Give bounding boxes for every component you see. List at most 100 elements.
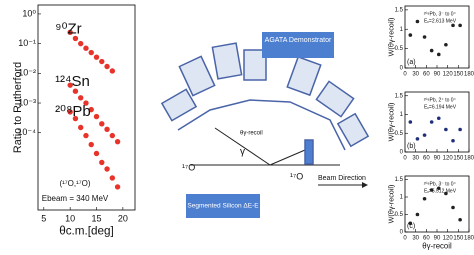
x-tick-label: 60 — [423, 236, 430, 242]
y-tick-label: 1 — [400, 27, 404, 33]
y-tick-label: 0 — [400, 230, 404, 236]
diagram-label: γ — [240, 147, 245, 158]
data-point — [67, 29, 73, 36]
data-point — [114, 138, 121, 145]
data-point — [429, 188, 434, 192]
y-tick-label: 1.5 — [395, 177, 404, 183]
diagram-label: Beam Direction — [318, 175, 366, 182]
x-axis-label: θc.m.[deg] — [59, 225, 114, 238]
data-point — [83, 100, 89, 106]
diagram-label: θγ-recoil — [240, 131, 263, 137]
x-tick-label: 120 — [443, 72, 454, 78]
data-point — [104, 126, 110, 133]
detector — [286, 55, 322, 97]
y-tick-label: 0 — [400, 66, 404, 72]
data-point — [429, 48, 434, 53]
data-point — [458, 217, 462, 222]
annotation: Eₓ=2.613 MeV — [424, 18, 457, 24]
silicon-detector — [304, 139, 314, 165]
data-point — [78, 95, 84, 101]
y-tick-label: 0.5 — [395, 212, 404, 218]
data-point — [415, 212, 420, 217]
data-point — [72, 88, 79, 94]
data-point — [109, 132, 116, 139]
data-point — [83, 132, 89, 139]
x-axis-label: θγ-recoil — [422, 241, 452, 250]
data-point — [408, 221, 413, 226]
x-tick-label: 180 — [464, 72, 474, 78]
x-tick-label: 0 — [403, 72, 407, 78]
x-tick-label: 20 — [118, 213, 128, 223]
diagram-label: ¹⁷O — [290, 171, 303, 181]
detector — [178, 55, 216, 97]
data-point — [415, 19, 420, 24]
diagram-label: AGATA Demonstrator — [265, 37, 332, 44]
series-label: ²⁰⁸Pb — [55, 103, 91, 120]
y-axis-label: W(θγ-recoil) — [387, 18, 396, 57]
data-point — [93, 113, 100, 120]
data-point — [114, 184, 121, 190]
y-tick-label: 10⁻³ — [18, 97, 36, 107]
x-tick-label: 120 — [443, 156, 454, 162]
frame — [177, 99, 346, 151]
x-tick-label: 60 — [423, 156, 430, 162]
annotation: ²⁰⁸Pb, 3⁻ to 0⁺ — [424, 11, 457, 17]
data-point — [429, 120, 434, 124]
data-point — [436, 186, 441, 191]
data-point — [436, 52, 441, 57]
annotation: Eₓ=6.194 MeV — [424, 104, 457, 110]
y-tick-label: 10⁰ — [22, 8, 36, 18]
gamma-ray — [214, 127, 271, 166]
data-point — [104, 63, 110, 70]
y-tick-label: 10⁻⁴ — [17, 127, 36, 137]
beam-arrow-head — [362, 182, 368, 188]
y-axis-label: W(θγ-recoil) — [387, 185, 396, 224]
x-tick-label: 180 — [464, 236, 474, 242]
y-tick-label: 10⁻¹ — [18, 38, 36, 48]
panel-label: (a) — [407, 59, 416, 66]
data-point — [408, 33, 413, 37]
data-point — [458, 23, 462, 28]
data-point — [444, 127, 448, 132]
data-point — [72, 35, 79, 42]
data-point — [109, 175, 116, 181]
y-tick-label: 1 — [400, 195, 404, 201]
data-point — [458, 127, 462, 132]
label-box — [262, 32, 334, 58]
y-axis-label: Ratio to Rutherford — [12, 62, 24, 153]
data-point — [88, 141, 94, 148]
detector — [315, 80, 355, 118]
x-tick-label: 150 — [453, 156, 464, 162]
x-tick-label: 0 — [403, 156, 407, 162]
x-tick-label: 15 — [92, 213, 102, 223]
x-tick-label: 150 — [453, 236, 464, 242]
x-tick-label: 0 — [403, 236, 407, 242]
y-tick-label: 1.5 — [395, 93, 404, 99]
data-point — [67, 109, 73, 115]
detector — [211, 42, 243, 80]
data-point — [72, 115, 79, 122]
annotation: Ebeam = 340 MeV — [42, 194, 109, 203]
series-label: ⁹⁰Zr — [55, 20, 82, 37]
x-tick-label: 90 — [434, 72, 441, 78]
data-point — [444, 42, 448, 47]
data-point — [104, 166, 110, 172]
data-point — [451, 23, 455, 28]
detector — [336, 112, 370, 148]
label-box — [186, 194, 260, 218]
x-tick-label: 180 — [464, 156, 474, 162]
y-tick-label: 0.5 — [395, 46, 404, 52]
diagram-label: Segmented Silicon ΔE-E — [187, 203, 259, 210]
data-point — [78, 40, 84, 47]
data-point — [99, 121, 105, 127]
diagram-label: ¹⁷O — [182, 162, 195, 172]
data-point — [93, 54, 100, 60]
x-tick-label: 30 — [412, 72, 419, 78]
annotation: (¹⁷O,¹⁷O) — [59, 179, 90, 188]
data-point — [83, 45, 89, 51]
data-point — [422, 133, 427, 137]
data-point — [67, 82, 73, 88]
data-point — [451, 138, 455, 143]
data-point — [93, 150, 100, 157]
